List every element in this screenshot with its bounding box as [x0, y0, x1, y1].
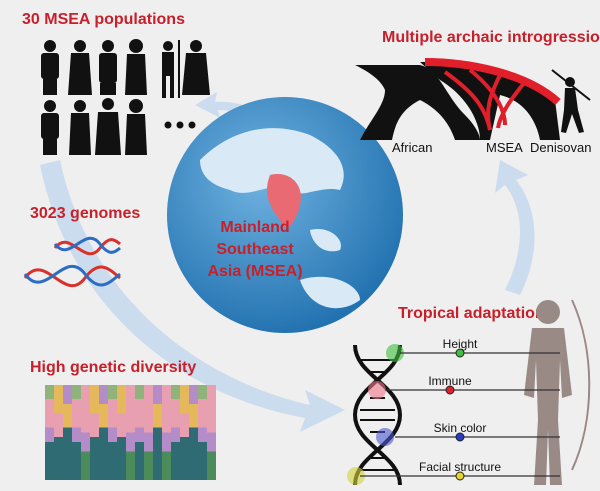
dna-icons: [23, 236, 121, 287]
highlights: [347, 344, 404, 485]
trait-label: Skin color: [434, 421, 487, 435]
double-helix: [352, 344, 403, 486]
globe-label-line: Asia (MSEA): [207, 263, 302, 280]
globe-label-line: Mainland: [220, 219, 289, 236]
trait-label: Height: [443, 337, 478, 351]
trait-label: Immune: [428, 374, 472, 388]
trait-label: Facial structure: [419, 460, 501, 474]
tree-label: MSEA: [486, 140, 523, 155]
ancestry-bars: [45, 385, 216, 480]
flow-arrows: [40, 92, 535, 432]
tree-label: Denisovan: [530, 140, 591, 155]
section-title: High genetic diversity: [30, 359, 196, 376]
tree-label: African: [392, 140, 432, 155]
section-title: Multiple archaic introgression: [382, 29, 600, 46]
human-figure: [524, 299, 591, 485]
globe: Mainland Southeast Asia (MSEA): [167, 97, 403, 333]
section-title: 30 MSEA populations: [22, 11, 185, 28]
section-title: Tropical adaptation: [398, 305, 545, 322]
introgression-tree: African MSEA Denisovan: [355, 58, 591, 155]
section-title: 3023 genomes: [30, 205, 140, 222]
globe-label-line: Southeast: [216, 241, 294, 258]
population-icons: [41, 39, 210, 155]
trait-dots: [445, 348, 465, 481]
